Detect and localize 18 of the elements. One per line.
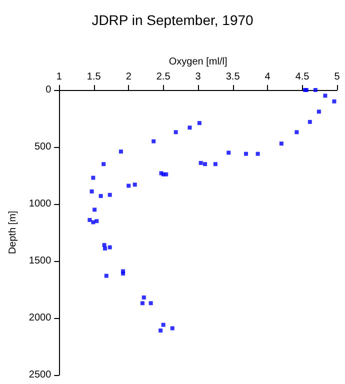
x-tick-label: 1 [56, 72, 62, 82]
y-axis-title: Depth [m] [8, 210, 18, 254]
x-tick-label: 4 [264, 72, 271, 82]
x-tick-label: 3.5 [226, 72, 240, 82]
y-tick-label: 0 [46, 84, 52, 96]
x-tick-label: 1.5 [86, 72, 102, 82]
y-tick-label: 500 [34, 142, 52, 152]
chart-title: JDRP in September, 1970 [92, 12, 254, 28]
x-axis-title: Oxygen [ml/l] [168, 56, 228, 68]
x-tick-label: 3 [195, 72, 202, 82]
y-tick-label: 1500 [28, 256, 52, 266]
x-tick-label: 4.5 [295, 72, 310, 82]
x-tick-label: 2 [126, 72, 132, 82]
y-tick-label: 2000 [28, 312, 52, 324]
x-tick-label: 2.5 [156, 72, 171, 82]
y-tick-label: 2500 [28, 370, 52, 380]
y-tick-label: 1000 [28, 198, 52, 210]
x-tick-label: 5 [334, 72, 340, 82]
